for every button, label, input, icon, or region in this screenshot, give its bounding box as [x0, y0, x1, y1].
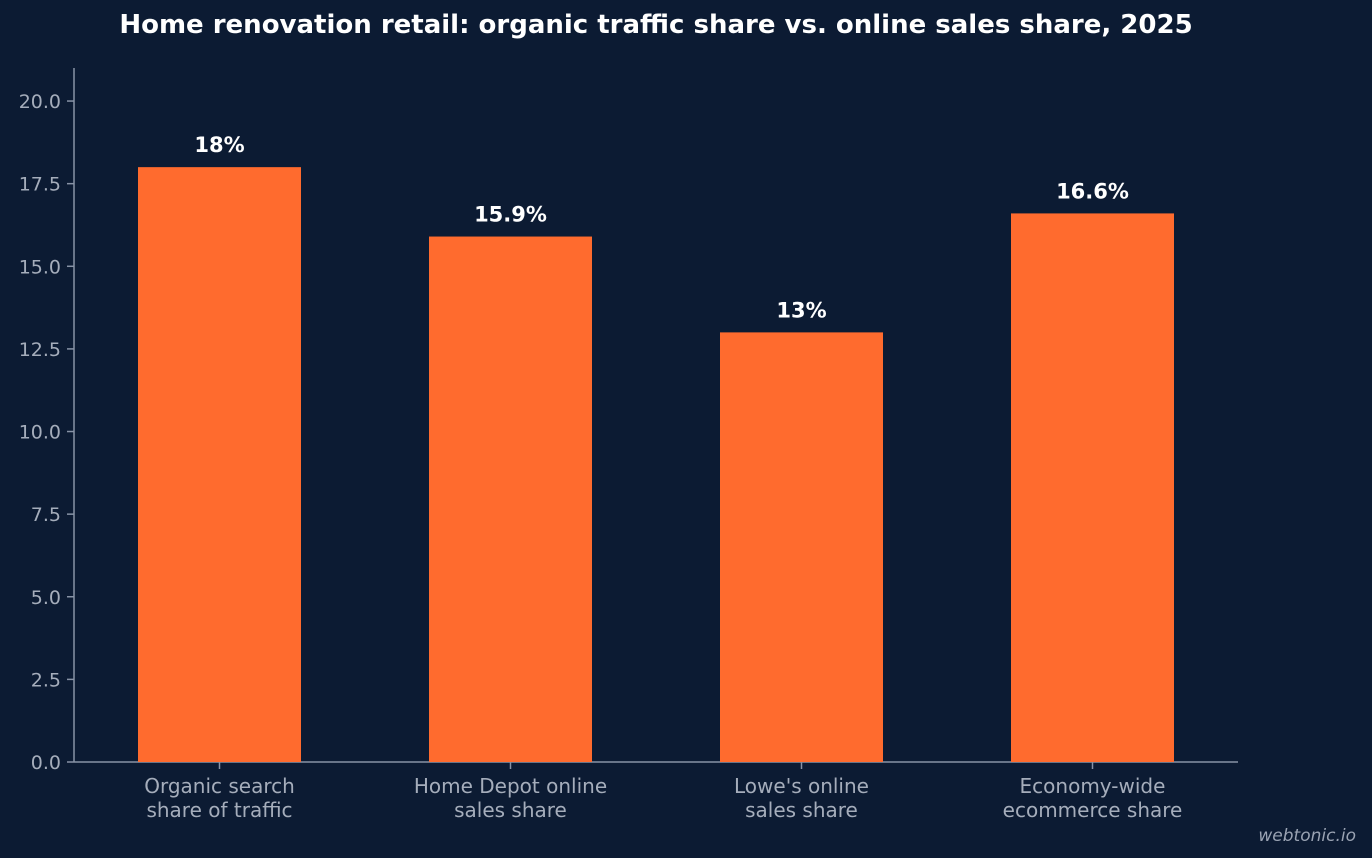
data-label: 18% — [194, 133, 244, 157]
bar — [429, 236, 592, 763]
y-tick-label: 2.5 — [31, 669, 61, 691]
watermark: webtonic.io — [1258, 826, 1356, 846]
y-tick-label: 20.0 — [19, 91, 61, 113]
bar — [138, 167, 301, 763]
y-tick-label: 12.5 — [19, 339, 61, 361]
x-tick-label: Economy-wide — [1020, 774, 1166, 798]
x-tick-label: sales share — [454, 798, 567, 822]
y-tick-label: 5.0 — [31, 587, 61, 609]
data-label: 13% — [776, 298, 826, 322]
x-tick-label: Home Depot online — [414, 774, 607, 798]
data-label: 16.6% — [1056, 179, 1129, 203]
y-tick-label: 0.0 — [31, 752, 61, 774]
x-tick-label: share of traffic — [146, 798, 292, 822]
x-tick-label: Lowe's online — [734, 774, 869, 798]
y-tick-label: 15.0 — [19, 256, 61, 278]
y-tick-label: 10.0 — [19, 422, 61, 444]
chart-title: Home renovation retail: organic traffic … — [119, 10, 1193, 40]
x-tick-label: Organic search — [144, 774, 295, 798]
bars-group — [138, 167, 1174, 763]
data-label: 15.9% — [474, 203, 547, 227]
x-tick-label: sales share — [745, 798, 858, 822]
x-tick-label: ecommerce share — [1003, 798, 1183, 822]
bar — [720, 332, 883, 762]
bar — [1011, 213, 1174, 762]
y-tick-label: 17.5 — [19, 174, 61, 196]
y-tick-label: 7.5 — [31, 504, 61, 526]
